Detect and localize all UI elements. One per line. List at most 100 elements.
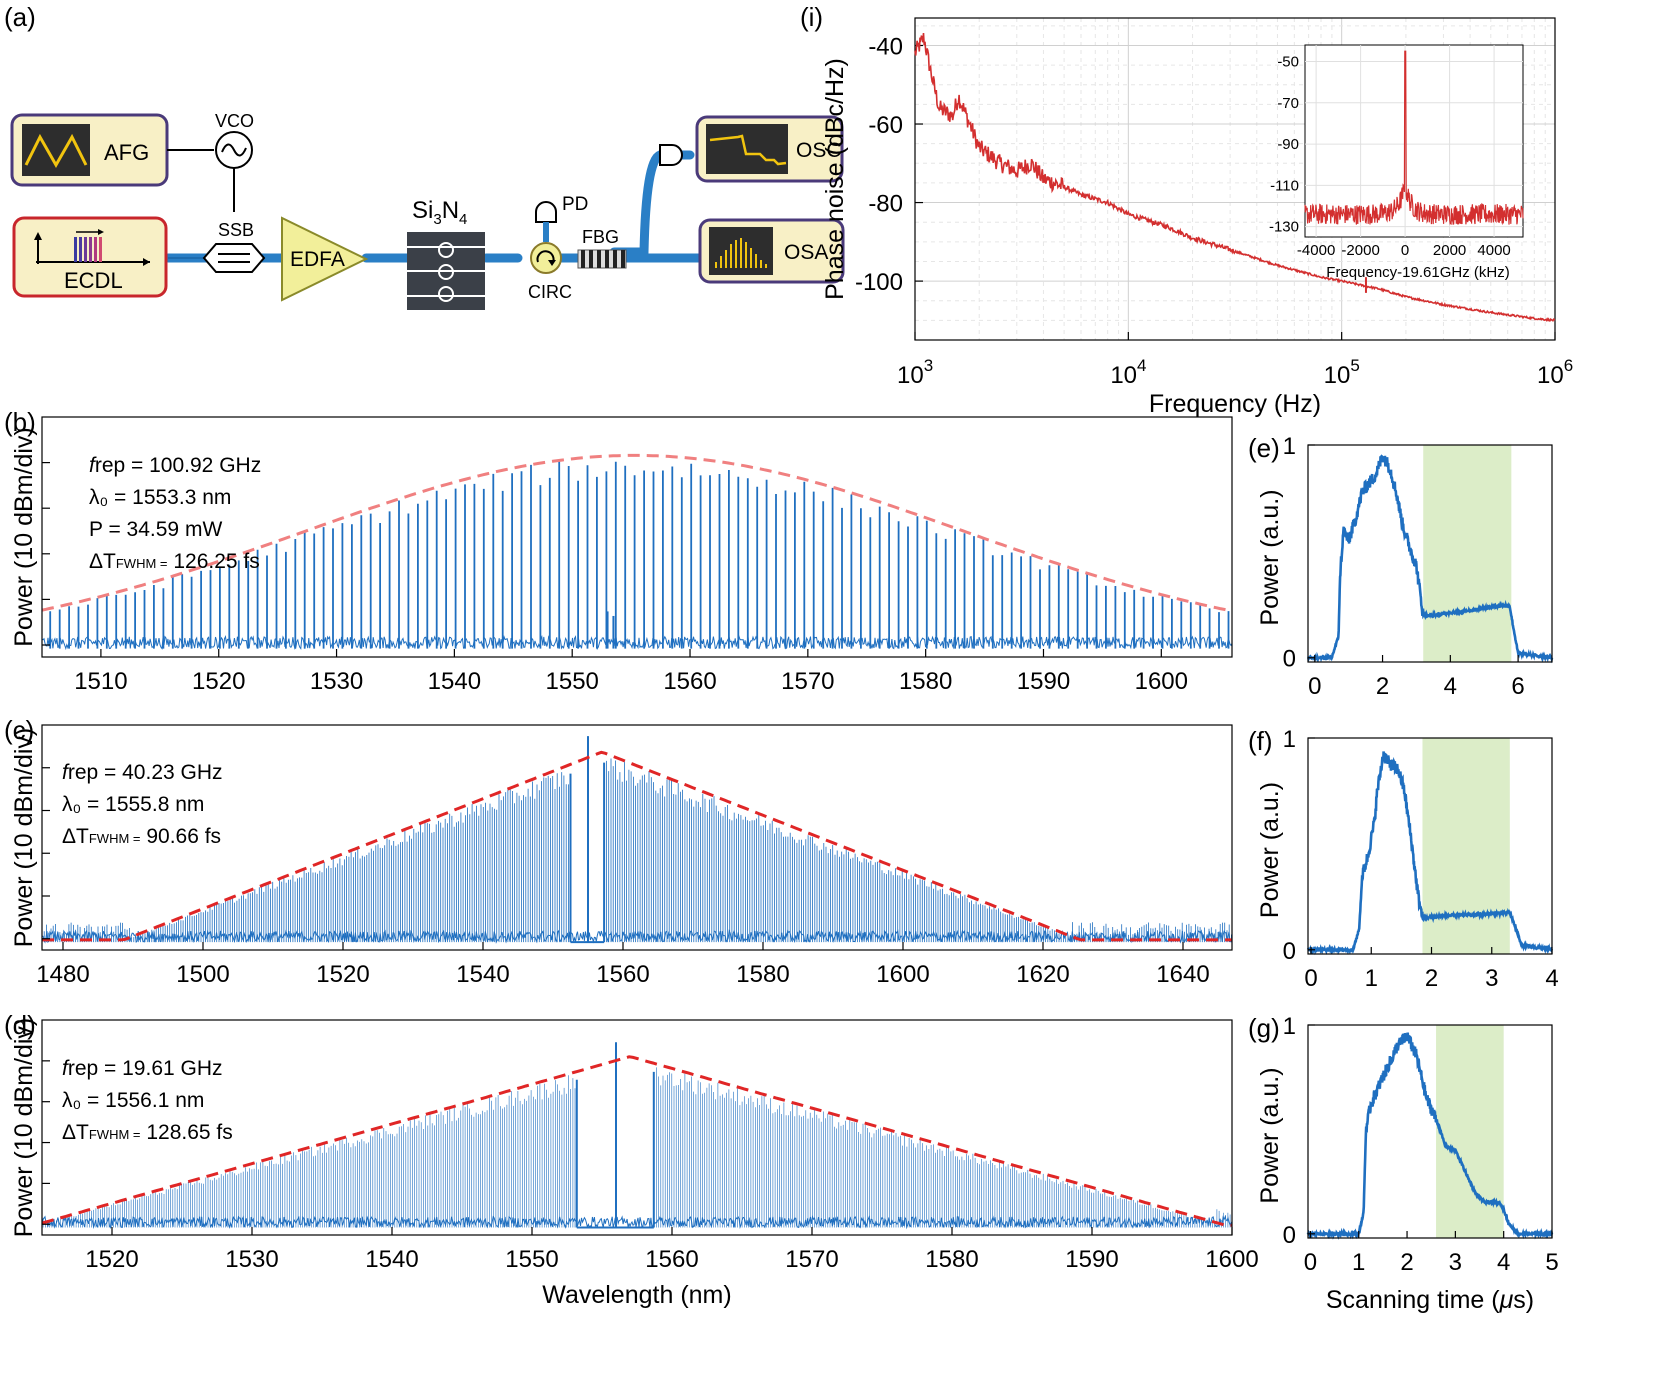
x-tick-label: 1530 xyxy=(310,668,363,695)
soliton-region-shade xyxy=(1423,445,1512,662)
x-tick-label: 0 xyxy=(1304,965,1317,992)
scan-trace-f-chart: (f) 0 1 2 3 4 0 1 Power (a.u.) xyxy=(1248,726,1559,992)
inset-x-tick-label: 2000 xyxy=(1433,242,1466,259)
panel-label-a: (a) xyxy=(4,2,36,32)
panel-label-c: (c) xyxy=(4,715,34,745)
x-tick-label: 2 xyxy=(1376,673,1389,700)
comb-spectrum-d-chart: (d)Power (10 dBm/div) 1520 1530 1540 1550 156… xyxy=(4,1010,1259,1309)
si3n4-chip: Si3N4 xyxy=(407,197,485,310)
envelope-fit xyxy=(41,453,1233,613)
comb-lines xyxy=(49,461,1230,649)
waveguide xyxy=(163,150,705,263)
inset-series xyxy=(1304,50,1524,226)
scan-trace xyxy=(1306,1032,1554,1241)
osc-label: OSC xyxy=(796,139,842,162)
osc-photodetector-icon xyxy=(659,144,683,166)
ecdl-label: ECDL xyxy=(64,268,123,293)
y-tick-label: -60 xyxy=(868,112,903,139)
y-axis-label: Phase noise (dBc/Hz) xyxy=(821,58,849,300)
x-tick-label: 1580 xyxy=(736,961,789,988)
y-tick-label: 1 xyxy=(1283,433,1296,460)
plot-frame xyxy=(41,416,1233,658)
x-tick-label: 1600 xyxy=(1135,668,1188,695)
x-tick-label: 1480 xyxy=(36,961,89,988)
scope-trace-icon xyxy=(709,134,787,166)
x-tick-label: 1 xyxy=(1352,1249,1365,1276)
y-axis-label: Power (10 dBm/div) xyxy=(10,1018,38,1238)
y-tick-label: -100 xyxy=(855,269,903,296)
x-tick-label: 4 xyxy=(1545,965,1558,992)
plot-frame xyxy=(1307,737,1553,955)
y-axis-label: Power (a.u.) xyxy=(1256,1067,1284,1203)
x-axis-label: Scanning time (μs) xyxy=(1326,1286,1534,1314)
x-tick-label: 1540 xyxy=(428,668,481,695)
x-tick-label: 1500 xyxy=(176,961,229,988)
annotation-text: ΔTFWHM = 90.66 fs xyxy=(62,825,221,848)
annotation-text: λ₀ = 1553.3 nm xyxy=(89,486,231,509)
x-tick-label: 2 xyxy=(1400,1249,1413,1276)
microring-icon xyxy=(438,242,454,258)
inset-x-axis-label: Frequency-19.61GHz (kHz) xyxy=(1326,264,1509,281)
x-tick-label: 1570 xyxy=(781,668,834,695)
osc-box: OSC xyxy=(695,115,844,183)
x-tick-label: 103 xyxy=(897,356,933,389)
plot-frame xyxy=(1307,1024,1553,1239)
pd-label: PD xyxy=(562,194,588,215)
triangle-wave-icon xyxy=(24,133,88,169)
x-tick-label: 105 xyxy=(1324,356,1360,389)
spectrum-lines-icon xyxy=(74,237,102,262)
x-tick-label: 104 xyxy=(1110,356,1146,389)
plot-frame xyxy=(41,724,1233,951)
comb-lines xyxy=(43,758,1232,943)
inset-x-tick-label: -2000 xyxy=(1341,242,1379,259)
scan-trace-g-chart: (g) 0 1 2 3 4 5 0 1 Power (a.u.) Scanning time (μs… xyxy=(1248,1013,1559,1314)
x-tick-label: 1600 xyxy=(876,961,929,988)
x-axis-label: Frequency (Hz) xyxy=(1149,390,1321,418)
inset-y-tick-label: -110 xyxy=(1270,177,1299,194)
fbg-label: FBG xyxy=(582,227,619,247)
circulator: CIRC xyxy=(528,242,572,302)
vco-symbol: VCO xyxy=(215,111,254,212)
panel-label-e: (e) xyxy=(1248,433,1280,463)
microring-icon xyxy=(438,286,454,302)
envelope-fit xyxy=(42,750,1232,942)
x-tick-label: 1550 xyxy=(546,668,599,695)
circ-label: CIRC xyxy=(528,282,572,302)
x-tick-label: 1620 xyxy=(1016,961,1069,988)
x-tick-label: 1 xyxy=(1365,965,1378,992)
y-axis-label: Power (a.u.) xyxy=(1256,782,1284,918)
inset-y-tick-label: -70 xyxy=(1277,95,1299,112)
x-tick-label: 1640 xyxy=(1156,961,1209,988)
y-axis-label: Power (10 dBm/div) xyxy=(10,728,38,948)
x-tick-label: 5 xyxy=(1545,1249,1558,1276)
x-tick-label: 1590 xyxy=(1065,1246,1118,1273)
y-tick-label: 0 xyxy=(1283,1222,1296,1249)
sine-wave-icon xyxy=(221,143,247,157)
x-tick-label: 1560 xyxy=(596,961,649,988)
annotation-text: P = 34.59 mW xyxy=(89,518,222,541)
ecdl-box: ECDL xyxy=(12,216,168,298)
plot-frame xyxy=(41,1019,1233,1236)
inset-y-tick-label: -90 xyxy=(1277,136,1299,153)
inset-y-tick-label: -130 xyxy=(1269,219,1299,236)
noise-floor xyxy=(42,929,1233,944)
y-tick-label: 1 xyxy=(1283,1013,1296,1040)
x-tick-label: 1530 xyxy=(225,1246,278,1273)
scan-trace xyxy=(1306,454,1554,664)
y-tick-label: -80 xyxy=(868,191,903,218)
x-tick-label: 1510 xyxy=(74,668,127,695)
x-tick-label: 106 xyxy=(1537,356,1573,389)
ssb-modulator: SSB xyxy=(202,220,266,273)
annotation-text: frep = 100.92 GHz xyxy=(89,454,261,477)
chip-label: Si3N4 xyxy=(412,197,467,228)
x-tick-label: 1580 xyxy=(925,1246,978,1273)
x-tick-label: 1590 xyxy=(1017,668,1070,695)
x-tick-label: 0 xyxy=(1308,673,1321,700)
x-tick-label: 6 xyxy=(1511,673,1524,700)
vco-label: VCO xyxy=(215,111,254,131)
inset-x-tick-label: -4000 xyxy=(1297,242,1335,259)
noise-floor xyxy=(41,635,1233,651)
schematic-panel: (a) AFG VCO xyxy=(4,2,845,310)
annotation-text: ΔTFWHM = 128.65 fs xyxy=(62,1121,233,1144)
